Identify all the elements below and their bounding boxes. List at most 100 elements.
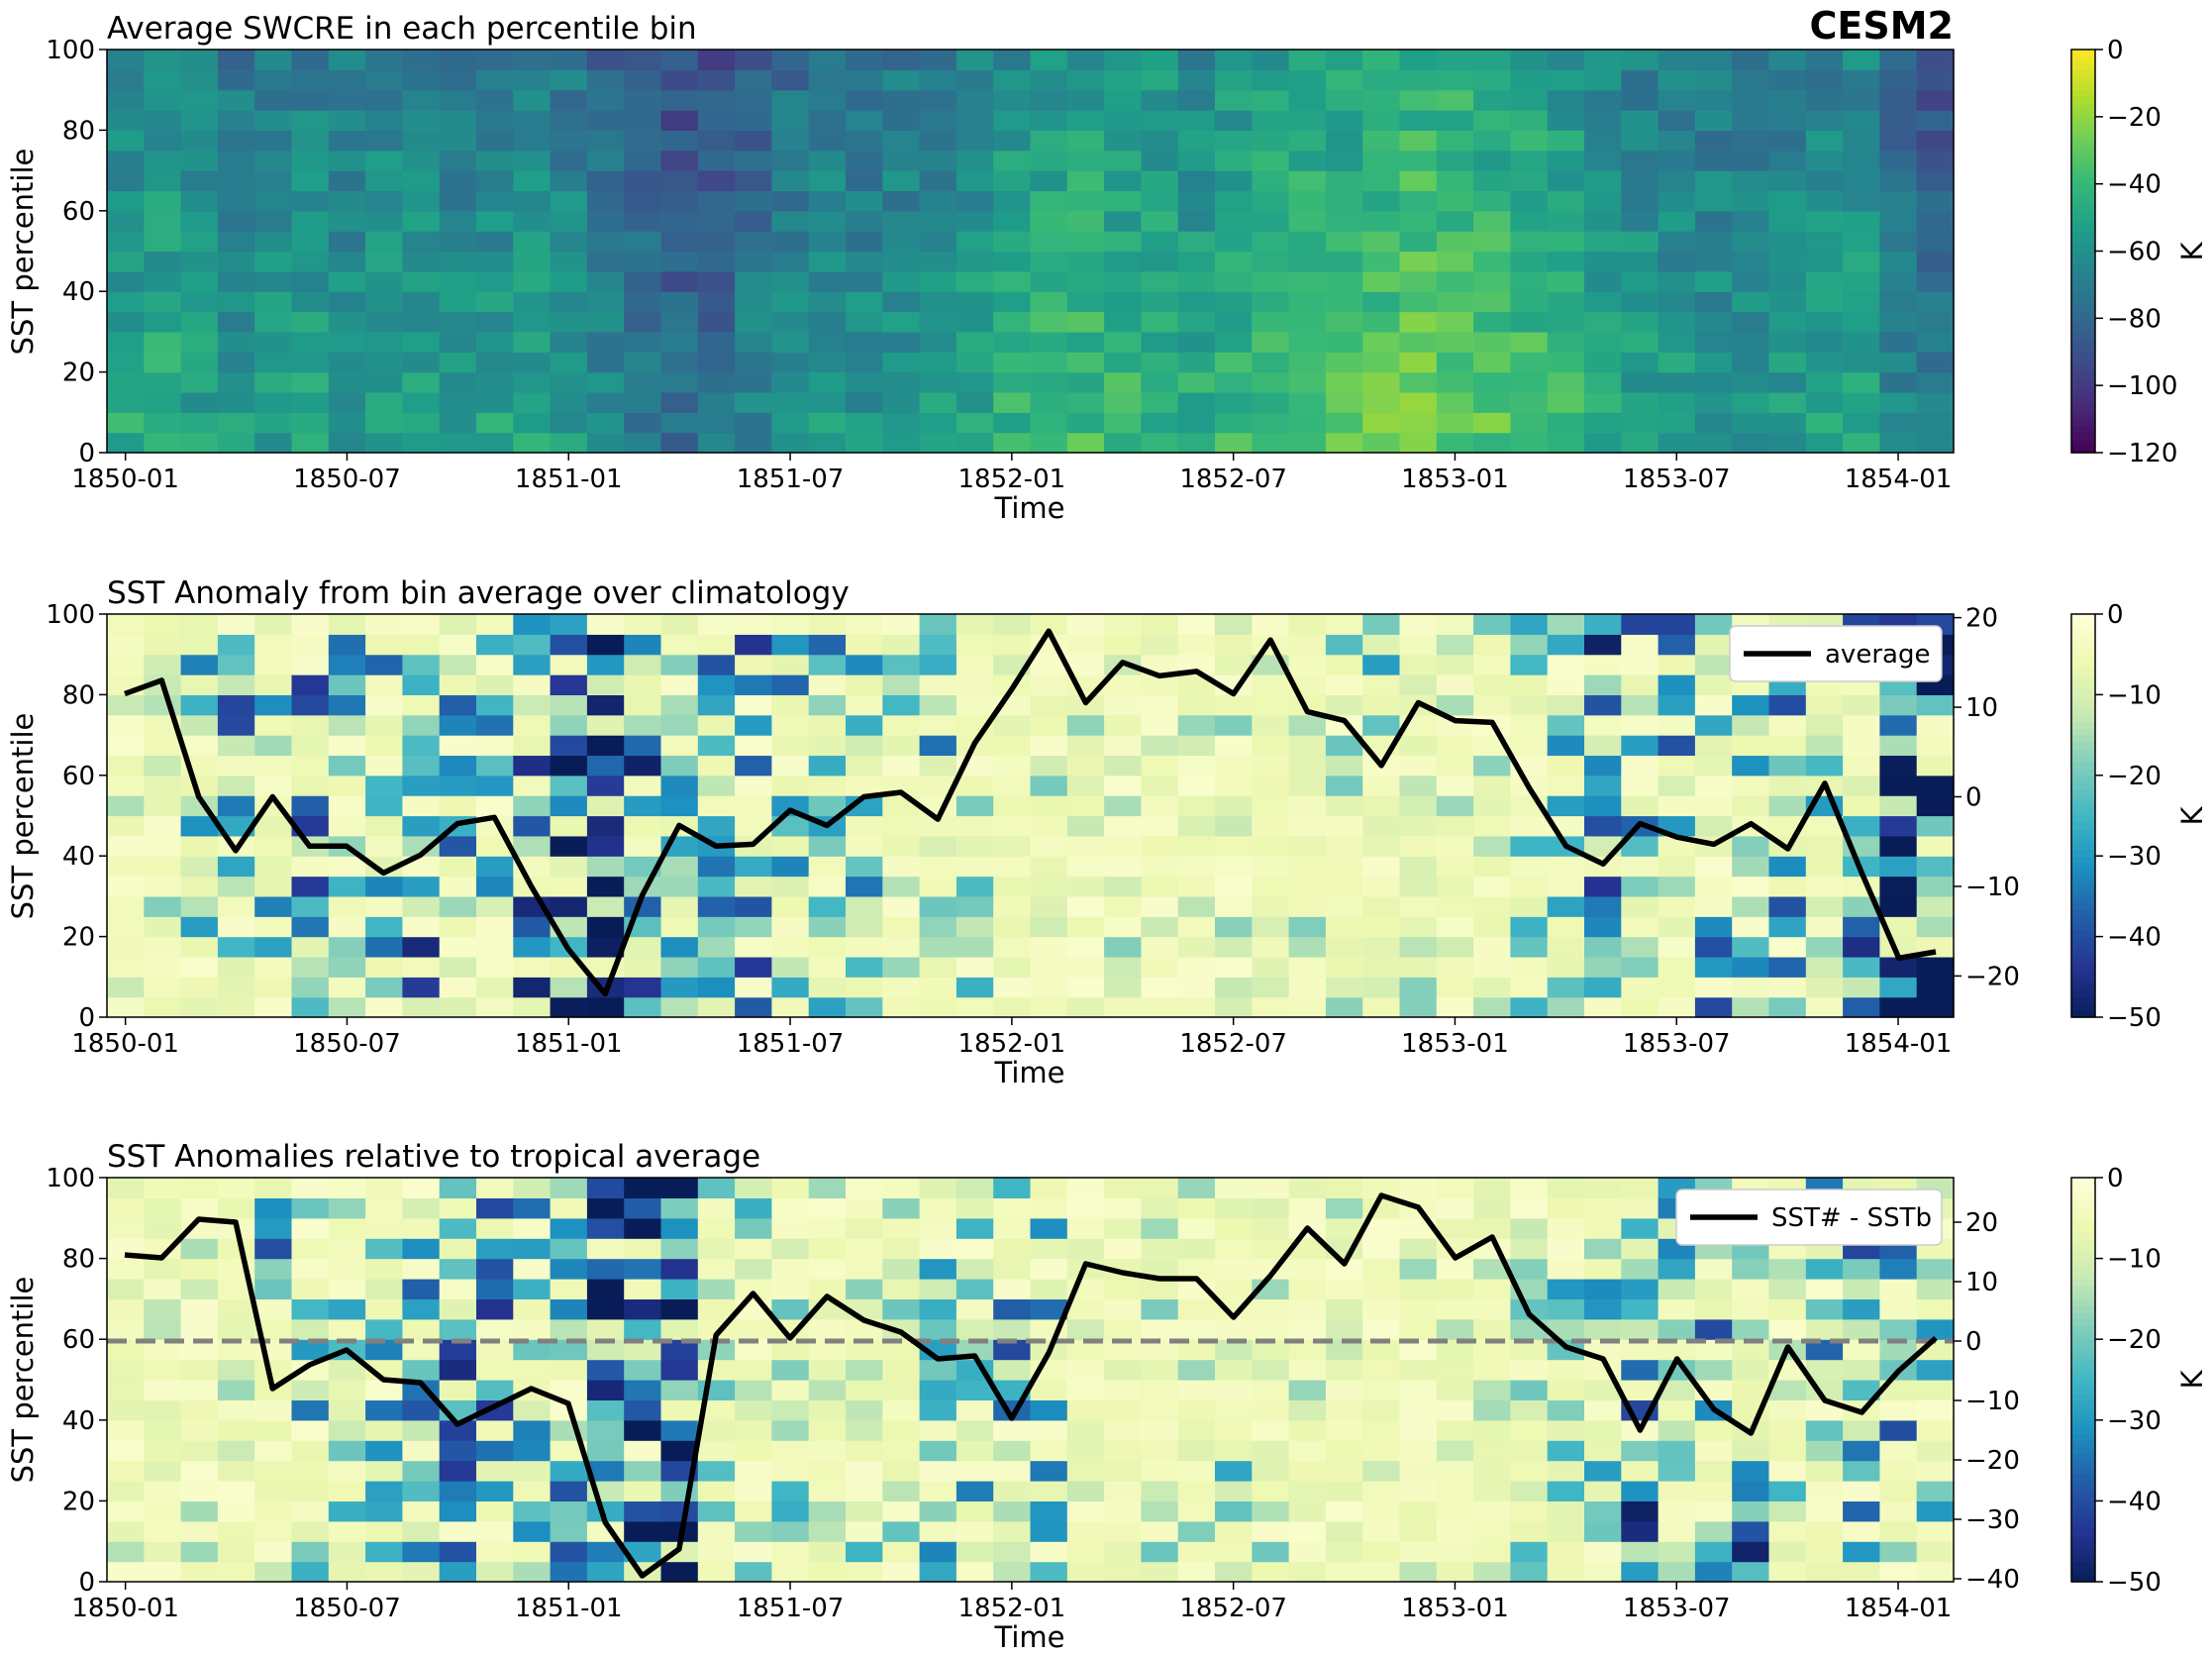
heatmap-cell xyxy=(624,795,662,817)
heatmap-cell xyxy=(1325,130,1363,152)
heatmap-cell xyxy=(1694,977,1733,998)
colorbar-tick-label: −50 xyxy=(2107,1003,2162,1033)
heatmap-cell xyxy=(1177,1258,1216,1280)
heatmap-cell xyxy=(660,270,699,292)
heatmap-cell xyxy=(1768,895,1807,917)
heatmap-cell xyxy=(550,856,588,878)
heatmap-cell xyxy=(328,735,366,757)
heatmap-cell xyxy=(1436,1217,1474,1239)
heatmap-cell xyxy=(254,110,293,131)
heatmap-cell xyxy=(180,412,219,434)
heatmap-cell xyxy=(1177,1318,1216,1340)
heatmap-cell xyxy=(550,1541,588,1563)
heatmap-cell xyxy=(1030,1279,1068,1299)
heatmap-cell xyxy=(882,371,921,393)
heatmap-cell xyxy=(808,977,847,998)
heatmap-cell xyxy=(291,1238,330,1260)
heatmap-cell xyxy=(1843,1298,1880,1320)
heatmap-cell xyxy=(955,352,994,373)
heatmap-cell xyxy=(586,311,625,333)
heatmap-cell xyxy=(107,311,145,333)
heatmap-cell xyxy=(993,1501,1032,1522)
heatmap-cell xyxy=(771,775,810,796)
heatmap-cell xyxy=(846,1520,883,1542)
heatmap-cell xyxy=(1436,311,1474,333)
heatmap-cell xyxy=(1879,50,1918,70)
heatmap-cell xyxy=(660,1178,699,1198)
heatmap-cell xyxy=(624,956,662,978)
heatmap-cell xyxy=(1066,795,1105,817)
heatmap-cell xyxy=(1843,1520,1880,1542)
heatmap-cell xyxy=(919,1298,957,1320)
heatmap-cell xyxy=(217,1561,255,1583)
heatmap-cell xyxy=(365,371,403,393)
heatmap-cell xyxy=(882,110,921,131)
heatmap-cell xyxy=(1843,936,1880,958)
heatmap-cell xyxy=(1694,69,1733,91)
heatmap-cell xyxy=(1436,1501,1474,1522)
heatmap-cell xyxy=(144,815,182,837)
heatmap-cell xyxy=(291,251,330,272)
heatmap-cell xyxy=(402,714,441,736)
heatmap-cell xyxy=(144,150,182,171)
heatmap-cell xyxy=(1215,170,1253,192)
heatmap-cell xyxy=(808,1419,847,1441)
heatmap-cell xyxy=(624,371,662,393)
heatmap-cell xyxy=(1141,69,1179,91)
heatmap-cell xyxy=(365,1298,403,1320)
heatmap-cell xyxy=(919,634,957,656)
heatmap-cell xyxy=(1916,876,1955,897)
heatmap-cell xyxy=(1252,371,1290,393)
heatmap-cell xyxy=(1030,412,1068,434)
heatmap-cell xyxy=(1325,291,1363,313)
heatmap-cell xyxy=(660,1419,699,1441)
heatmap-cell xyxy=(586,190,625,212)
heatmap-cell xyxy=(955,391,994,413)
heatmap-cell xyxy=(180,1339,219,1361)
heatmap-cell xyxy=(624,1399,662,1421)
heatmap-cell xyxy=(1436,1197,1474,1219)
heatmap-cell xyxy=(1252,735,1290,757)
heatmap-cell xyxy=(1362,1561,1401,1583)
heatmap-cell xyxy=(1325,996,1363,1018)
heatmap-cell xyxy=(808,110,847,131)
heatmap-cell xyxy=(1436,1561,1474,1583)
heatmap-cell xyxy=(180,210,219,232)
heatmap-cell xyxy=(660,895,699,917)
legend-box xyxy=(1729,625,1943,682)
heatmap-cell xyxy=(402,1520,441,1542)
heatmap-cell xyxy=(217,1501,255,1522)
heatmap-cell xyxy=(107,170,145,192)
heatmap-cell xyxy=(1215,916,1253,938)
colorbar-tick-label: −40 xyxy=(2107,1487,2162,1516)
heatmap-cell xyxy=(1252,694,1290,716)
heatmap-cell xyxy=(808,190,847,212)
heatmap-cell xyxy=(1658,371,1696,393)
heatmap-cell xyxy=(808,856,847,878)
heatmap-cell xyxy=(586,936,625,958)
heatmap-cell xyxy=(771,311,810,333)
heatmap-cell xyxy=(1621,735,1659,757)
heatmap-cell xyxy=(1104,775,1142,796)
heatmap-cell xyxy=(586,110,625,131)
heatmap-cell xyxy=(882,1481,921,1501)
colorbar-segment xyxy=(2071,1460,2095,1468)
heatmap-cell xyxy=(1694,1501,1733,1522)
heatmap-cell xyxy=(882,170,921,192)
heatmap-cell xyxy=(586,1178,625,1198)
heatmap-cell xyxy=(254,916,293,938)
colorbar-segment xyxy=(2071,694,2095,702)
heatmap-cell xyxy=(1066,150,1105,171)
heatmap-cell xyxy=(1621,1380,1659,1400)
heatmap-cell xyxy=(550,795,588,817)
heatmap-cell xyxy=(513,775,552,796)
heatmap-cell xyxy=(1399,291,1438,313)
heatmap-cell xyxy=(1399,1279,1438,1299)
heatmap-cell xyxy=(254,856,293,878)
heatmap-cell xyxy=(1843,996,1880,1018)
heatmap-cell xyxy=(328,694,366,716)
heatmap-cell xyxy=(180,1217,219,1239)
heatmap-cell xyxy=(1177,755,1216,776)
heatmap-cell xyxy=(1805,1298,1844,1320)
colorbar-segment xyxy=(2071,950,2095,958)
